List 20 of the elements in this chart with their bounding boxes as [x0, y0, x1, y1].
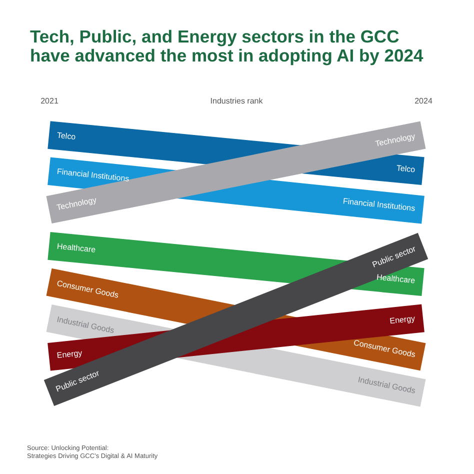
text: Telco	[396, 164, 416, 174]
x-axis-title: Industries rank	[210, 96, 264, 106]
text: Healthcare	[376, 272, 416, 286]
text: Healthcare	[56, 242, 96, 254]
x-tick-label: 2024	[414, 96, 433, 106]
text: Financial Institutions	[342, 196, 416, 213]
text: Technology	[56, 195, 98, 212]
chart-title: Tech, Public, and Energy sectors in the GCC have advanced the most in adopting AI by 2024	[30, 26, 424, 66]
text: Public sector	[371, 244, 418, 270]
text: Financial Institutions	[56, 166, 130, 184]
text: Technology	[374, 132, 416, 148]
text: Energy	[56, 348, 83, 360]
text: Consumer Goods	[56, 278, 120, 300]
x-tick-label: 2021	[40, 96, 59, 106]
text: Public sector	[54, 368, 101, 394]
text: Telco	[56, 130, 77, 142]
text: Industrial Goods	[56, 314, 115, 336]
text: Energy	[389, 314, 416, 326]
text: Consumer Goods	[352, 338, 416, 360]
text: Industrial Goods	[357, 375, 416, 396]
